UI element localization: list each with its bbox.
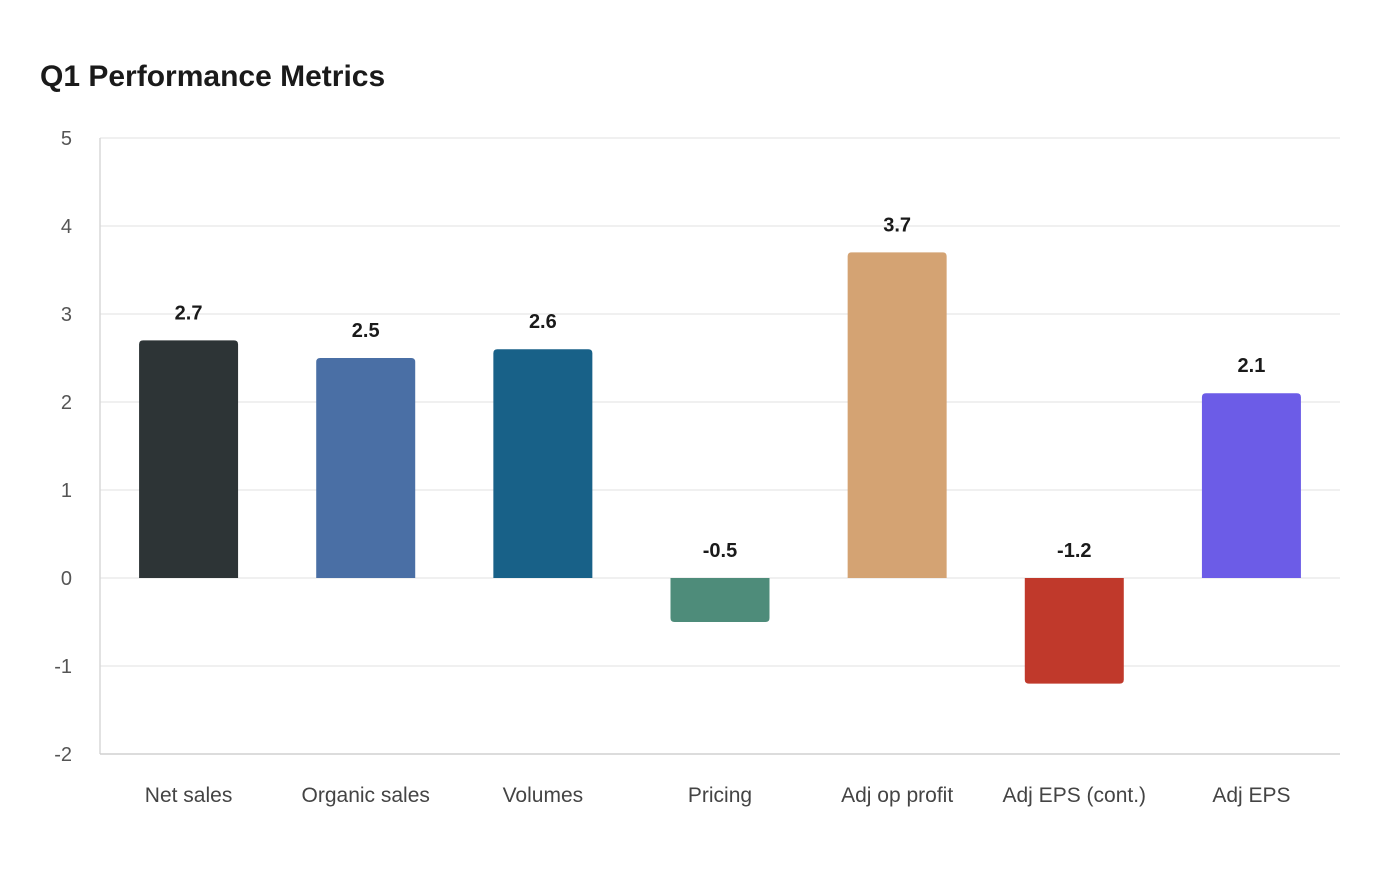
- bar-adj-eps-cont: [1024, 578, 1124, 684]
- data-label: 2.1: [1238, 355, 1266, 377]
- y-tick-label: -2: [54, 744, 72, 766]
- data-label: -0.5: [703, 540, 737, 562]
- y-tick-label: 5: [61, 128, 72, 150]
- chart-title: Q1 Performance Metrics: [40, 60, 386, 93]
- x-tick-label: Volumes: [503, 784, 584, 807]
- data-label: 3.7: [883, 214, 911, 236]
- y-tick-label: 3: [61, 304, 72, 326]
- x-tick-label: Net sales: [145, 784, 233, 807]
- y-tick-label: 0: [61, 568, 72, 590]
- bar-adj-op-profit: [847, 252, 947, 578]
- bar-pricing: [670, 578, 770, 622]
- y-tick-label: -1: [54, 656, 72, 678]
- x-tick-label: Pricing: [688, 784, 752, 807]
- bar-volumes: [493, 349, 593, 578]
- data-label: 2.5: [352, 320, 380, 342]
- y-tick-label: 2: [61, 392, 72, 414]
- bar-organic-sales: [316, 358, 416, 578]
- bar-net-sales: [139, 340, 239, 578]
- y-tick-label: 1: [61, 480, 72, 502]
- bar-adj-eps: [1201, 393, 1301, 578]
- data-label: 2.6: [529, 311, 557, 333]
- x-tick-label: Adj EPS: [1212, 784, 1290, 807]
- y-tick-label: 4: [61, 216, 72, 238]
- x-tick-label: Adj EPS (cont.): [1003, 784, 1147, 807]
- x-tick-label: Adj op profit: [841, 784, 953, 807]
- data-label: 2.7: [175, 302, 203, 324]
- x-tick-label: Organic sales: [302, 784, 430, 807]
- data-label: -1.2: [1057, 540, 1091, 562]
